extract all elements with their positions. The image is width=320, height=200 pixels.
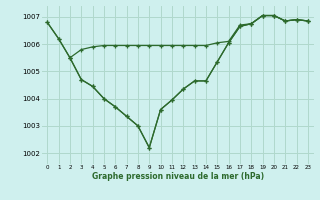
X-axis label: Graphe pression niveau de la mer (hPa): Graphe pression niveau de la mer (hPa) [92, 172, 264, 181]
